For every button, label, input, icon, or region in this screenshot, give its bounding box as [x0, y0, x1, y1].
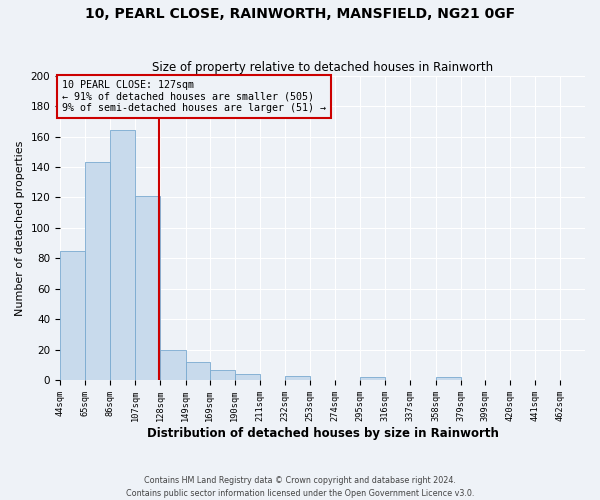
Title: Size of property relative to detached houses in Rainworth: Size of property relative to detached ho… [152, 62, 493, 74]
Bar [160, 350, 185, 380]
Bar [60, 251, 85, 380]
Bar [285, 376, 310, 380]
X-axis label: Distribution of detached houses by size in Rainworth: Distribution of detached houses by size … [146, 427, 499, 440]
Y-axis label: Number of detached properties: Number of detached properties [15, 140, 25, 316]
Bar [360, 377, 385, 380]
Bar [110, 130, 136, 380]
Text: 10 PEARL CLOSE: 127sqm
← 91% of detached houses are smaller (505)
9% of semi-det: 10 PEARL CLOSE: 127sqm ← 91% of detached… [62, 80, 326, 114]
Bar [85, 162, 110, 380]
Bar [209, 370, 235, 380]
Text: Contains HM Land Registry data © Crown copyright and database right 2024.
Contai: Contains HM Land Registry data © Crown c… [126, 476, 474, 498]
Bar [235, 374, 260, 380]
Bar [436, 377, 461, 380]
Bar [136, 196, 160, 380]
Bar [185, 362, 209, 380]
Text: 10, PEARL CLOSE, RAINWORTH, MANSFIELD, NG21 0GF: 10, PEARL CLOSE, RAINWORTH, MANSFIELD, N… [85, 8, 515, 22]
